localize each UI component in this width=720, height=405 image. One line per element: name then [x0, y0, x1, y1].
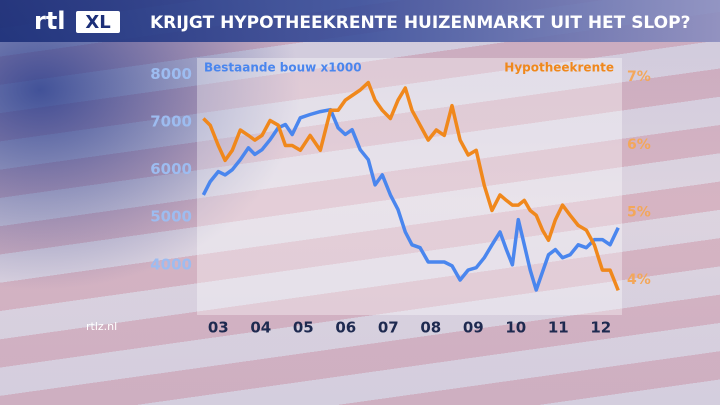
series-line — [202, 80, 620, 292]
logo-badge-box — [76, 11, 120, 33]
x-tick-label: 06 — [335, 319, 356, 337]
x-tick-label: 11 — [548, 319, 569, 337]
legend-label: Hypotheekrente — [504, 61, 614, 75]
y-tick-label: 8000 — [150, 65, 192, 83]
y-tick-label: 4000 — [150, 255, 192, 273]
x-tick-label: 03 — [208, 319, 229, 337]
legend-label: Bestaande bouw x1000 — [204, 61, 362, 75]
x-tick-label: 08 — [420, 319, 441, 337]
logo: rtl — [34, 7, 66, 35]
y2-tick-label: 5% — [627, 205, 651, 221]
x-tick-label: 10 — [505, 319, 526, 337]
x-tick-label: 07 — [378, 319, 399, 337]
y2-tick-label: 4% — [627, 272, 651, 288]
y-tick-label: 5000 — [150, 208, 192, 226]
y2-tick-label: 7% — [627, 69, 651, 85]
x-tick-label: 04 — [250, 319, 271, 337]
logo-badge: XL — [85, 12, 110, 33]
x-tick-label: 05 — [293, 319, 314, 337]
chart-title: KRIJGT HYPOTHEEKRENTE HUIZENMARKT UIT HE… — [150, 13, 690, 33]
x-tick-label: 12 — [590, 319, 611, 337]
series-line — [201, 107, 620, 292]
y-tick-label: 7000 — [150, 113, 192, 131]
x-tick-label: 09 — [463, 319, 484, 337]
footer-url: rtlz.nl — [86, 320, 117, 333]
y-tick-label: 6000 — [150, 160, 192, 178]
y2-tick-label: 6% — [627, 137, 651, 153]
